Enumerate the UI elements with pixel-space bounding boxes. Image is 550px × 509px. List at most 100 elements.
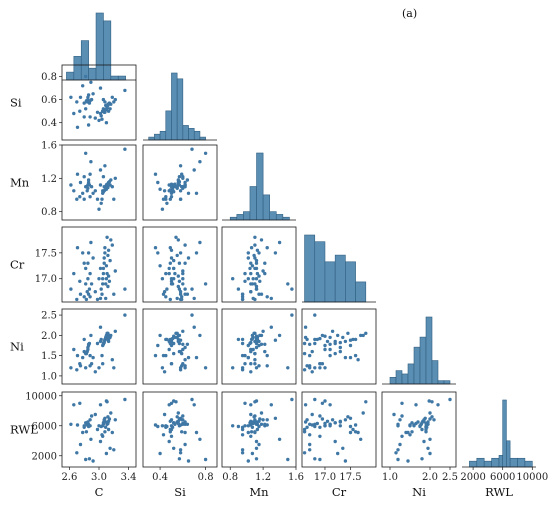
x-axis-label-Mn: Mn (249, 485, 269, 499)
scatter-point-Ni-vs-C-29 (100, 353, 104, 358)
scatter-point-Si-vs-C-3 (75, 125, 80, 129)
scatter-point-RWL-vs-Ni-22 (406, 459, 410, 463)
scatter-point-RWL-vs-C-27 (98, 439, 103, 444)
scatter-point-Cr-vs-Si-33 (172, 266, 176, 271)
scatter-point-RWL-vs-Mn-25 (231, 424, 235, 428)
scatter-point-Mn-vs-C-51 (110, 185, 115, 189)
scatter-point-Cr-vs-C-47 (106, 248, 111, 252)
scatter-point-Cr-vs-C-46 (106, 274, 111, 278)
scatter-point-Si-vs-C-25 (97, 118, 101, 123)
scatter-point-Ni-vs-Si-26 (192, 325, 196, 329)
scatter-point-Ni-vs-Mn-24 (240, 341, 245, 346)
hist-bar-Si-8 (193, 130, 201, 141)
scatter-point-RWL-vs-Cr-16 (308, 422, 312, 426)
scatter-point-Ni-vs-Mn-29 (240, 353, 245, 358)
scatter-point-Cr-vs-Mn-44 (254, 284, 259, 289)
scatter-point-Ni-vs-Si-49 (172, 335, 176, 340)
x-tick-label-Mn: 0.8 (222, 472, 238, 483)
scatter-point-Ni-vs-Cr-28 (313, 337, 317, 342)
scatter-point-Cr-vs-C-1 (72, 271, 76, 276)
scatter-point-Cr-vs-Si-24 (168, 297, 172, 302)
scatter-point-RWL-vs-Cr-50 (361, 411, 365, 415)
scatter-point-Cr-vs-Si-37 (168, 246, 172, 250)
scatter-point-RWL-vs-Ni-21 (400, 414, 404, 418)
scatter-point-RWL-vs-Si-51 (183, 430, 187, 435)
hist-bar-Ni-9 (443, 380, 451, 385)
hist-bar-Ni-1 (395, 370, 403, 385)
scatter-point-RWL-vs-Mn-18 (243, 424, 247, 428)
scatter-point-RWL-vs-Si-48 (177, 417, 182, 421)
scatter-point-Cr-vs-C-29 (100, 292, 104, 296)
scatter-point-RWL-vs-Ni-45 (430, 415, 434, 419)
scatter-point-Si-vs-C-29 (100, 117, 104, 121)
scatter-point-Si-vs-C-49 (108, 107, 112, 111)
scatter-point-RWL-vs-Mn-4 (243, 401, 247, 405)
scatter-point-Cr-vs-Mn-23 (249, 290, 253, 294)
scatter-point-Ni-vs-Si-32 (181, 342, 185, 346)
hist-bar-RWL-4 (498, 455, 503, 468)
scatter-point-Cr-vs-Si-34 (168, 261, 172, 265)
scatter-point-RWL-vs-Si-50 (176, 411, 180, 415)
scatter-point-Mn-vs-C-0 (69, 183, 73, 187)
scatter-point-Ni-vs-Cr-45 (346, 331, 350, 335)
scatter-point-RWL-vs-Si-21 (181, 414, 185, 418)
scatter-point-Ni-vs-Mn-28 (236, 337, 241, 342)
hist-bar-Si-3 (165, 110, 172, 141)
hist-bar-Ni-8 (437, 380, 445, 385)
hist-bar-C-3 (88, 67, 97, 81)
scatter-point-Ni-vs-Cr-41 (336, 333, 340, 338)
scatter-point-RWL-vs-Cr-31 (323, 424, 327, 428)
scatter-point-RWL-vs-Cr-48 (320, 417, 325, 421)
scatter-point-Ni-vs-Cr-34 (338, 340, 342, 345)
scatter-point-RWL-vs-Si-49 (172, 446, 176, 450)
scatter-point-Cr-vs-Si-3 (153, 246, 158, 250)
scatter-point-Si-vs-C-20 (89, 80, 93, 85)
scatter-point-RWL-vs-Cr-17 (313, 457, 317, 461)
scatter-point-RWL-vs-C-6 (81, 430, 85, 435)
scatter-point-Cr-vs-Mn-50 (259, 238, 264, 242)
hist-bar-Mn-5 (262, 194, 270, 221)
scatter-point-RWL-vs-C-26 (98, 403, 103, 407)
scatter-point-Cr-vs-C-52 (112, 292, 116, 296)
scatter-point-Si-vs-C-53 (113, 97, 118, 102)
scatter-point-Cr-vs-Mn-54 (290, 287, 294, 291)
scatter-point-Ni-vs-Mn-10 (286, 366, 290, 370)
scatter-point-Cr-vs-Si-14 (183, 261, 187, 265)
scatter-point-RWL-vs-Mn-39 (251, 420, 255, 424)
scatter-point-RWL-vs-Ni-54 (448, 397, 452, 402)
scatter-point-RWL-vs-Mn-49 (254, 446, 259, 450)
scatter-point-RWL-vs-Si-41 (158, 451, 162, 456)
scatter-point-Ni-vs-Mn-26 (269, 325, 273, 329)
scatter-point-RWL-vs-Mn-20 (277, 437, 282, 441)
scatter-point-Ni-vs-Si-30 (169, 362, 174, 366)
scatter-point-Ni-vs-Si-50 (176, 333, 180, 338)
scatter-point-Cr-vs-C-27 (98, 266, 103, 271)
scatter-point-Ni-vs-Cr-18 (328, 353, 332, 358)
scatter-frame-Ni-vs-C (61, 308, 137, 385)
y-axis-label-RWL: RWL (10, 423, 38, 437)
scatter-point-Ni-vs-Mn-50 (259, 333, 264, 338)
scatter-point-Cr-vs-Si-53 (181, 269, 185, 273)
scatter-point-Mn-vs-Si-53 (181, 176, 185, 180)
scatter-frame-Cr-vs-Mn (221, 226, 297, 303)
hist-bar-RWL-9 (524, 460, 533, 468)
scatter-point-Ni-vs-Cr-10 (318, 366, 322, 370)
scatter-point-Cr-vs-Mn-42 (255, 271, 260, 276)
scatter-point-Cr-vs-Mn-51 (253, 243, 257, 247)
y-tick-label-Ni: 2.5 (41, 311, 57, 322)
scatter-point-Ni-vs-Si-23 (162, 370, 167, 374)
hist-bar-Mn-3 (249, 186, 257, 221)
scatter-point-Cr-vs-Si-26 (192, 296, 196, 301)
scatter-point-Cr-vs-Mn-1 (249, 271, 253, 276)
scatter-point-RWL-vs-Mn-10 (286, 457, 290, 462)
scatter-point-RWL-vs-Cr-30 (318, 434, 322, 438)
y-tick-label-Cr: 17.0 (35, 274, 57, 285)
scatter-point-Ni-vs-Cr-1 (328, 347, 332, 352)
scatter-frame-Ni-vs-Cr (301, 308, 377, 385)
scatter-point-Si-vs-C-41 (104, 121, 109, 125)
scatter-point-Ni-vs-C-26 (98, 325, 103, 329)
scatter-point-Ni-vs-Cr-52 (308, 366, 312, 370)
hist-bar-Ni-5 (419, 336, 427, 385)
scatter-point-RWL-vs-Si-32 (181, 422, 185, 426)
scatter-point-Cr-vs-C-16 (86, 292, 91, 296)
